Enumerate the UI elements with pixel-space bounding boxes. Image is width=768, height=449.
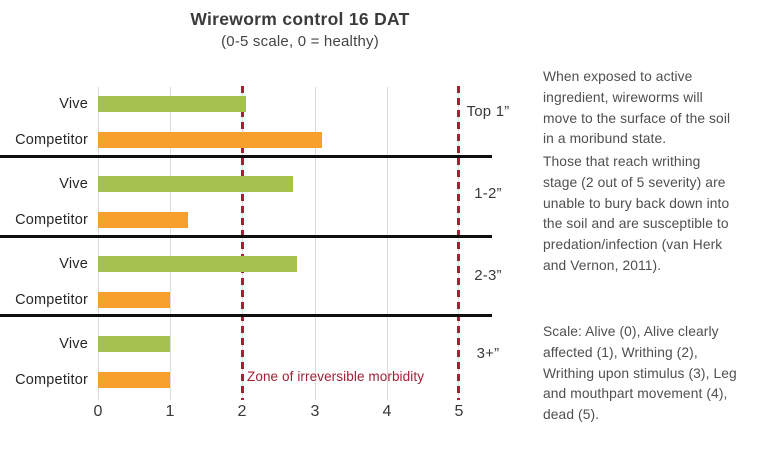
bar-vive-2-3 (98, 256, 297, 272)
group-separator (0, 155, 492, 158)
x-tick-2: 2 (237, 403, 247, 420)
row-label-competitor-3plus: Competitor (15, 372, 88, 388)
chart-subtitle: (0-5 scale, 0 = healthy) (221, 33, 379, 50)
gridline-0 (98, 87, 99, 400)
depth-label-2-3: 2-3” (474, 267, 502, 284)
row-label-competitor-1-2: Competitor (15, 212, 88, 228)
threshold-line-5 (457, 86, 460, 400)
zone-of-irreversible-morbidity-label: Zone of irreversible morbidity (247, 369, 425, 384)
gridline-1 (170, 87, 172, 400)
bar-competitor-top1 (98, 132, 322, 148)
bar-competitor-3plus (98, 372, 171, 388)
title-block: Wireworm control 16 DAT (0-5 scale, 0 = … (0, 9, 600, 50)
row-label-vive-2-3: Vive (59, 256, 88, 272)
depth-label-1-2: 1-2” (474, 185, 502, 202)
gridline-3 (314, 87, 316, 400)
group-separator (0, 235, 492, 238)
depth-label-3plus: 3+” (476, 345, 500, 362)
row-label-competitor-2-3: Competitor (15, 292, 88, 308)
x-tick-5: 5 (454, 403, 464, 420)
bar-vive-3plus (98, 336, 171, 352)
plot-area (98, 86, 460, 400)
bar-competitor-1-2 (98, 212, 189, 228)
bar-competitor-2-3 (98, 292, 171, 308)
group-separator (0, 314, 492, 317)
x-tick-0: 0 (93, 403, 103, 420)
gridline-4 (386, 87, 388, 400)
x-tick-3: 3 (310, 403, 320, 420)
depth-label-top1: Top 1” (466, 103, 510, 120)
row-label-vive-top1: Vive (59, 96, 88, 112)
row-label-vive-3plus: Vive (59, 336, 88, 352)
bar-vive-1-2 (98, 176, 293, 192)
row-label-vive-1-2: Vive (59, 176, 88, 192)
chart-title: Wireworm control 16 DAT (190, 9, 410, 29)
bar-vive-top1 (98, 96, 246, 112)
x-tick-1: 1 (165, 403, 175, 420)
row-label-competitor-top1: Competitor (15, 132, 88, 148)
note-moribund-state: When exposed to active ingredient, wirew… (543, 69, 731, 147)
note-writhing-stage: Those that reach writhing stage (2 out o… (543, 154, 730, 273)
threshold-line-2 (241, 86, 245, 400)
x-tick-4: 4 (382, 403, 392, 420)
note-severity-scale: Scale: Alive (0), Alive clearly affected… (543, 324, 737, 423)
